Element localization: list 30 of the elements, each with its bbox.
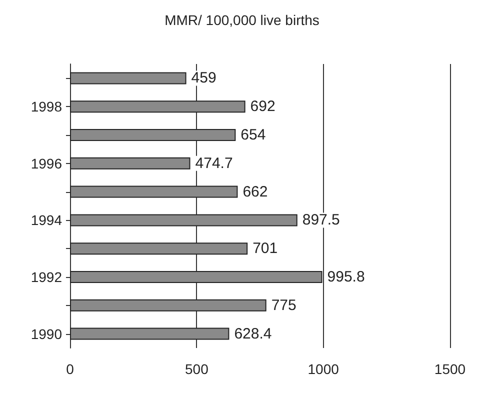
bar <box>70 271 322 283</box>
data-label: 662 <box>242 183 268 200</box>
data-label: 692 <box>250 98 276 116</box>
bar <box>70 100 246 113</box>
chart-title: MMR/ 100,000 live births <box>164 12 320 28</box>
bar <box>70 299 266 312</box>
data-label: 628.4 <box>234 325 272 342</box>
y-tick-label: 1996 <box>30 155 62 172</box>
bar <box>70 129 236 141</box>
x-tick-label: 1500 <box>434 361 466 377</box>
x-tick-label: 0 <box>66 361 74 377</box>
data-label: 459 <box>191 70 216 87</box>
bar <box>70 72 186 84</box>
data-label: 474.7 <box>195 154 233 172</box>
y-tick-label: 1992 <box>30 269 62 285</box>
x-tick-label: 1000 <box>308 361 340 377</box>
bar <box>70 328 230 340</box>
data-label: 897.5 <box>302 212 340 229</box>
y-tick-label: 1994 <box>30 212 62 228</box>
y-tick-label: 1998 <box>30 98 62 115</box>
x-tick-label: 500 <box>184 361 209 377</box>
data-label: 654 <box>240 126 266 144</box>
bar <box>70 186 238 198</box>
bar <box>70 242 248 255</box>
data-label: 701 <box>252 240 278 258</box>
data-label: 775 <box>271 296 296 314</box>
bar <box>70 214 298 226</box>
y-tick-label: 1990 <box>30 326 62 342</box>
data-label: 995.8 <box>327 268 365 286</box>
bar <box>70 157 190 170</box>
